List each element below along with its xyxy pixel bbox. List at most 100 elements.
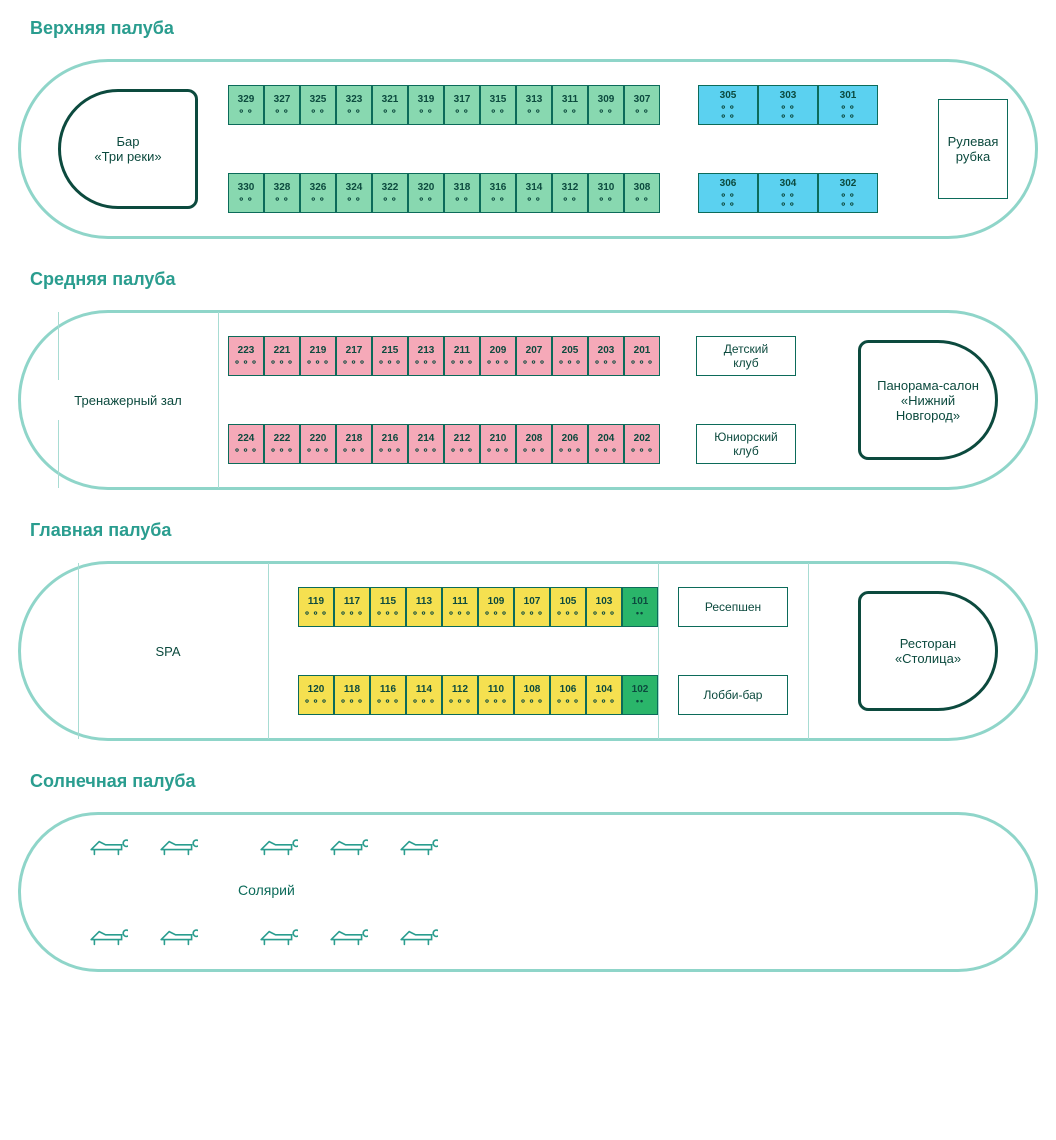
cabin-115[interactable]: 115⚬⚬⚬ [370,587,406,627]
cabin-223[interactable]: 223⚬⚬⚬ [228,336,264,376]
cabin-106[interactable]: 106⚬⚬⚬ [550,675,586,715]
cabin-number: 106 [560,684,577,695]
cabin-317[interactable]: 317⚬⚬ [444,85,480,125]
cabin-323[interactable]: 323⚬⚬ [336,85,372,125]
cabin-101[interactable]: 101•• [622,587,658,627]
cabin-309[interactable]: 309 ⚬⚬ [588,85,624,125]
cabin-217[interactable]: 217⚬⚬⚬ [336,336,372,376]
cabin-305[interactable]: 305⚬⚬ ⚬⚬ [698,85,758,125]
occupancy-dots-icon: ⚬⚬ [489,195,506,204]
cabin-row: 101•• [622,587,658,627]
cabin-207[interactable]: 207⚬⚬⚬ [516,336,552,376]
occupancy-dots-icon: ⚬⚬ [381,195,398,204]
cabin-211[interactable]: 211⚬⚬⚬ [444,336,480,376]
cabin-321[interactable]: 321⚬⚬ [372,85,408,125]
cabin-107[interactable]: 107⚬⚬⚬ [514,587,550,627]
cabin-311[interactable]: 311⚬⚬ [552,85,588,125]
cabin-329[interactable]: 329⚬⚬ [228,85,264,125]
cabin-118[interactable]: 118 ⚬⚬⚬ [334,675,370,715]
cabin-number: 323 [346,94,363,105]
cabin-114[interactable]: 114⚬⚬⚬ [406,675,442,715]
occupancy-dots-icon: ⚬⚬ [633,195,650,204]
cabin-103[interactable]: 103⚬⚬⚬ [586,587,622,627]
occupancy-dots-icon: ⚬⚬⚬ [377,446,403,455]
cabin-202[interactable]: 202⚬⚬⚬ [624,424,660,464]
cabin-215[interactable]: 215⚬⚬⚬ [372,336,408,376]
cabin-number: 309 [598,94,615,105]
cabin-108[interactable]: 108⚬⚬⚬ [514,675,550,715]
cabin-307[interactable]: 307⚬⚬ [624,85,660,125]
cabin-206[interactable]: 206⚬⚬⚬ [552,424,588,464]
room-right: Рулевая рубка [938,99,1008,199]
cabin-117[interactable]: 117⚬⚬⚬ [334,587,370,627]
cabin-number: 316 [490,182,507,193]
cabin-number: 118 [344,684,360,695]
cabin-222[interactable]: 222⚬⚬⚬ [264,424,300,464]
occupancy-dots-icon: ⚬⚬⚬ [269,446,295,455]
lounger-icon [88,922,128,946]
cabin-303[interactable]: 303⚬⚬ ⚬⚬ [758,85,818,125]
cabin-116[interactable]: 116⚬⚬⚬ [370,675,406,715]
cabin-number: 315 [490,94,507,105]
cabin-319[interactable]: 319⚬⚬ [408,85,444,125]
occupancy-dots-icon: ⚬⚬⚬ [557,446,583,455]
cabin-313[interactable]: 313⚬⚬ [516,85,552,125]
occupancy-dots-icon: ⚬⚬⚬ [449,446,475,455]
occupancy-dots-icon: ⚬⚬ ⚬⚬ [719,103,736,121]
cabin-120[interactable]: 120⚬⚬⚬ [298,675,334,715]
cabin-112[interactable]: 112⚬⚬⚬ [442,675,478,715]
cabin-316[interactable]: 316 ⚬⚬ [480,173,516,213]
cabin-105[interactable]: 105⚬⚬⚬ [550,587,586,627]
occupancy-dots-icon: ⚬⚬ [345,195,362,204]
occupancy-dots-icon: ⚬⚬⚬ [305,358,331,367]
cabin-204[interactable]: 204⚬⚬⚬ [588,424,624,464]
cabin-214[interactable]: 214⚬⚬⚬ [408,424,444,464]
cabin-325[interactable]: 325⚬⚬ [300,85,336,125]
occupancy-dots-icon: ⚬⚬⚬ [593,358,619,367]
cabin-205[interactable]: 205⚬⚬⚬ [552,336,588,376]
cabin-318[interactable]: 318⚬⚬ [444,173,480,213]
cabin-218[interactable]: 218⚬⚬⚬ [336,424,372,464]
cabin-208[interactable]: 208⚬⚬⚬ [516,424,552,464]
occupancy-dots-icon: ⚬⚬⚬ [339,697,365,706]
cabin-number: 208 [526,433,543,444]
cabin-306[interactable]: 306⚬⚬ ⚬⚬ [698,173,758,213]
occupancy-dots-icon: ⚬⚬⚬ [375,697,401,706]
cabin-310[interactable]: 310⚬⚬ [588,173,624,213]
cabin-324[interactable]: 324⚬⚬ [336,173,372,213]
cabin-330[interactable]: 330⚬⚬ [228,173,264,213]
cabin-326[interactable]: 326⚬⚬ [300,173,336,213]
cabin-104[interactable]: 104⚬⚬⚬ [586,675,622,715]
cabin-111[interactable]: 111⚬⚬⚬ [442,587,478,627]
cabin-301[interactable]: 301⚬⚬ ⚬⚬ [818,85,878,125]
cabin-113[interactable]: 113⚬⚬⚬ [406,587,442,627]
cabin-302[interactable]: 302⚬⚬ ⚬⚬ [818,173,878,213]
cabin-213[interactable]: 213⚬⚬⚬ [408,336,444,376]
cabin-109[interactable]: 109⚬⚬⚬ [478,587,514,627]
cabin-221[interactable]: 221⚬⚬⚬ [264,336,300,376]
cabin-210[interactable]: 210⚬⚬⚬ [480,424,516,464]
cabin-102[interactable]: 102•• [622,675,658,715]
cabin-328[interactable]: 328⚬⚬ [264,173,300,213]
cabin-320[interactable]: 320⚬⚬ [408,173,444,213]
occupancy-dots-icon: ⚬⚬ [597,107,614,116]
cabin-219[interactable]: 219⚬⚬⚬ [300,336,336,376]
cabin-119[interactable]: 119⚬⚬⚬ [298,587,334,627]
cabin-201[interactable]: 201⚬⚬⚬ [624,336,660,376]
cabin-315[interactable]: 315⚬⚬ [480,85,516,125]
cabin-203[interactable]: 203⚬⚬⚬ [588,336,624,376]
cabin-312[interactable]: 312⚬⚬ [552,173,588,213]
cabin-308[interactable]: 308⚬⚬ [624,173,660,213]
cabin-212[interactable]: 212⚬⚬⚬ [444,424,480,464]
cabin-304[interactable]: 304⚬⚬ ⚬⚬ [758,173,818,213]
cabin-322[interactable]: 322⚬⚬ [372,173,408,213]
room-box: Юниорский клуб [696,424,796,464]
cabin-216[interactable]: 216⚬⚬⚬ [372,424,408,464]
cabin-209[interactable]: 209⚬⚬⚬ [480,336,516,376]
cabin-110[interactable]: 110⚬⚬⚬ [478,675,514,715]
cabin-220[interactable]: 220⚬⚬⚬ [300,424,336,464]
cabin-314[interactable]: 314⚬⚬ [516,173,552,213]
occupancy-dots-icon: ⚬⚬⚬ [483,697,509,706]
cabin-224[interactable]: 224⚬⚬⚬ [228,424,264,464]
cabin-327[interactable]: 327⚬⚬ [264,85,300,125]
